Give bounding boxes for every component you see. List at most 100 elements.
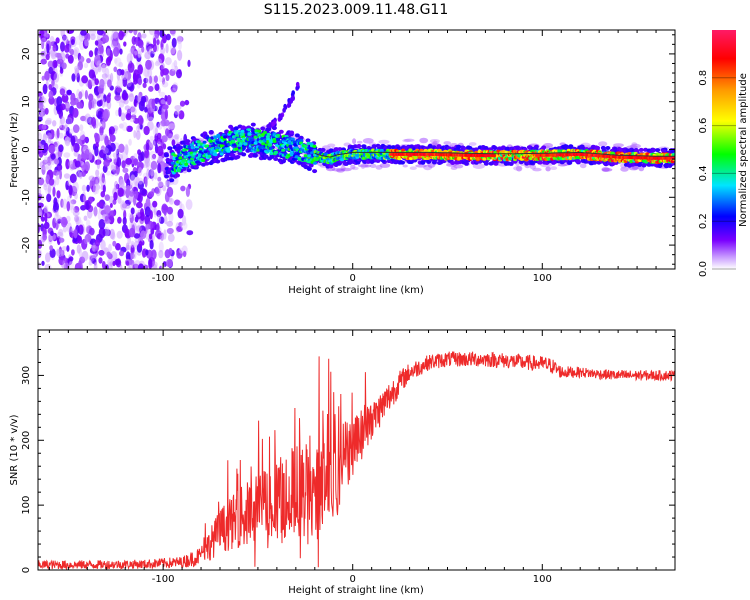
spectrogram-cell — [320, 147, 326, 152]
spectrogram-cell — [114, 180, 119, 191]
spectrogram-cell — [166, 227, 174, 235]
spectrogram-cell — [235, 155, 241, 159]
spectrogram-cell — [289, 130, 295, 135]
spectrogram-cell — [162, 261, 167, 268]
spectrogram-cell — [152, 125, 158, 136]
colorbar-gradient — [712, 30, 736, 269]
spectrogram-cell — [337, 147, 343, 152]
spectrogram-cell — [96, 201, 104, 208]
spectrogram-cell — [68, 160, 73, 168]
spectrogram-cell — [205, 136, 210, 140]
spectrogram-cell — [213, 153, 218, 157]
spectrogram-cell — [56, 190, 61, 199]
spectrogram-cell — [164, 249, 171, 259]
spectrogram-cell — [55, 105, 61, 112]
spectrogram-cell — [50, 49, 57, 60]
spectrogram-cell — [168, 121, 175, 131]
spectrogram-cell — [350, 164, 356, 170]
spectrogram-cell — [49, 35, 55, 46]
spectrogram-cell — [146, 160, 150, 171]
spectrogram-cell — [148, 30, 156, 36]
spectrogram-y-tick-label: 0 — [21, 146, 32, 152]
spectrogram-cell — [420, 160, 426, 165]
spectrogram-cell — [59, 117, 63, 129]
spectrogram-cell — [147, 107, 154, 117]
spectrogram-cell — [77, 52, 82, 61]
spectrogram-cell — [84, 233, 92, 242]
spectrogram-cell — [138, 240, 143, 249]
spectrogram-cell — [88, 50, 94, 58]
spectrogram-cell — [443, 141, 452, 145]
spectrogram-cell — [48, 178, 55, 186]
spectrogram-cell — [152, 200, 158, 208]
spectrogram-cell — [76, 138, 82, 145]
spectrogram-cell — [178, 156, 183, 160]
spectrogram-cell — [46, 117, 52, 124]
spectrogram-cell — [229, 156, 235, 161]
spectrogram-cell — [293, 143, 298, 147]
spectrogram-cell — [234, 147, 239, 151]
spectrogram-cell — [57, 156, 62, 166]
spectrogram-cell — [312, 144, 317, 148]
spectrogram-cell — [60, 250, 65, 257]
spectrogram-cell — [92, 184, 98, 195]
spectrogram-cell — [165, 74, 170, 82]
spectrogram-cell — [83, 215, 88, 221]
spectrogram-cell — [104, 226, 110, 237]
spectrogram-cell — [72, 181, 79, 193]
spectrogram-cell — [82, 194, 87, 203]
spectrogram-cell — [90, 60, 95, 70]
spectrogram-cell — [272, 139, 277, 143]
spectrogram-cell — [661, 149, 667, 154]
spectrogram-cell — [153, 207, 157, 216]
spectrogram-cell — [130, 240, 135, 248]
spectrogram-cell — [171, 176, 179, 185]
spectrogram-cell — [91, 246, 96, 252]
spectrogram-cell — [595, 145, 601, 150]
spectrogram-cell — [113, 46, 120, 57]
spectrogram-cell — [96, 158, 101, 170]
spectrogram-cell — [76, 72, 80, 83]
spectrogram-cell — [179, 100, 186, 107]
spectrogram-cell — [38, 239, 43, 249]
spectrogram-cell — [106, 170, 111, 176]
spectrogram-cell — [116, 157, 122, 168]
spectrogram-cell — [144, 51, 152, 60]
spectrogram-cell — [38, 102, 44, 110]
spectrogram-cell — [48, 66, 54, 75]
spectrogram-cell — [124, 203, 131, 209]
colorbar-tick-label: 0.4 — [698, 165, 709, 181]
spectrogram-cell — [88, 93, 94, 102]
spectrogram-cell — [154, 127, 159, 137]
spectrogram-cell — [136, 94, 142, 102]
spectrogram-cell — [409, 156, 413, 161]
spectrogram-cell — [173, 60, 178, 68]
spectrogram-cell — [101, 63, 106, 73]
spectrogram-cell — [56, 163, 63, 172]
spectrogram-cell — [226, 147, 231, 151]
spectrogram-cell — [66, 89, 72, 95]
spectrogram-cell — [184, 162, 189, 166]
spectrogram-cell — [91, 98, 97, 109]
spectrogram-cell — [48, 84, 53, 91]
spectrogram-cell — [100, 63, 107, 69]
spectrogram-cell — [362, 138, 374, 144]
spectrogram-cell — [369, 163, 377, 168]
spectrogram-cell — [415, 164, 427, 168]
spectrogram-cell — [204, 144, 209, 148]
spectrogram-cell — [639, 152, 644, 156]
spectrogram-cell — [46, 156, 52, 166]
spectrogram-cell — [508, 157, 513, 161]
spectrogram-cell — [178, 153, 182, 157]
spectrogram-cell — [101, 97, 106, 108]
spectrogram-cell — [117, 195, 122, 204]
spectrogram-cell — [178, 247, 184, 254]
spectrogram-cell — [103, 159, 110, 167]
spectrogram-cell — [222, 137, 227, 142]
spectrogram-cell — [169, 178, 175, 183]
spectrogram-cell — [174, 105, 182, 111]
spectrogram-cell — [64, 136, 71, 147]
spectrogram-cell — [178, 222, 183, 227]
spectrogram-cell — [58, 144, 64, 153]
spectrogram-cell — [133, 49, 138, 59]
